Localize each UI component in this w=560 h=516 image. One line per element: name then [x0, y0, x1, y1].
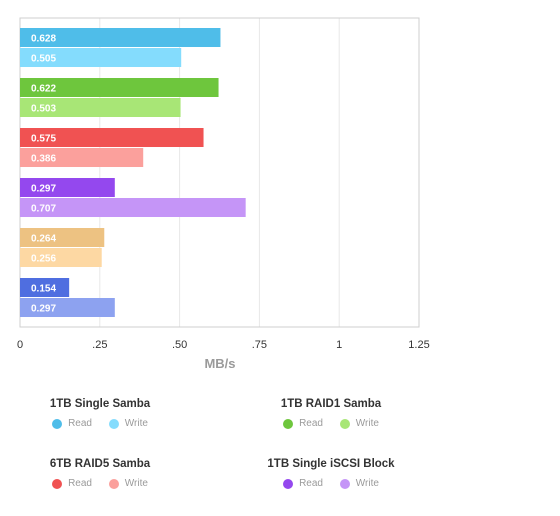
- legend-6tb-raid5-samba: 6TB RAID5 Samba Read Write: [0, 458, 200, 492]
- read-bar: [20, 228, 105, 247]
- write-color-dot: [108, 478, 119, 489]
- write-color-dot: [108, 418, 119, 429]
- x-tick-label: .50: [172, 339, 187, 351]
- read-bar: [20, 28, 221, 47]
- write-bar: [20, 48, 182, 67]
- legend-write-label: Write: [355, 478, 379, 489]
- legend-read-label: Read: [68, 418, 92, 429]
- write-value-label: 0.386: [31, 154, 56, 165]
- legend-write-item[interactable]: Write: [339, 478, 379, 489]
- x-tick-label: 1: [336, 339, 342, 351]
- legend-write-item[interactable]: Write: [108, 418, 148, 429]
- legend-write-label: Write: [124, 418, 148, 429]
- write-value-label: 0.707: [31, 204, 56, 215]
- legend-write-item[interactable]: Write: [108, 478, 148, 489]
- legend-read-item[interactable]: Read: [283, 418, 323, 429]
- read-value-label: 0.154: [31, 284, 56, 295]
- legend-read-item[interactable]: Read: [283, 478, 323, 489]
- legend-title: 1TB Single iSCSI Block: [267, 458, 395, 470]
- legend-write-label: Write: [355, 418, 379, 429]
- read-color-dot: [283, 418, 294, 429]
- write-bar: [20, 198, 246, 217]
- write-value-label: 0.503: [31, 104, 56, 115]
- plot-frame: [19, 17, 420, 328]
- bar-chart: 0.628 0.505 0.622 0.503 0.575 0.386 0.297 0.707…: [17, 17, 430, 371]
- legend-title: 6TB RAID5 Samba: [49, 458, 151, 470]
- read-value-label: 0.264: [31, 234, 56, 245]
- read-value-label: 0.628: [31, 34, 56, 45]
- legend-write-label: Write: [124, 478, 148, 489]
- write-value-label: 0.297: [31, 304, 56, 315]
- legend-1tb-raid1-samba: 1TB RAID1 Samba Read Write: [231, 398, 431, 432]
- read-bar: [20, 78, 219, 97]
- legend-title: 1TB Single Samba: [49, 398, 151, 410]
- read-bar: [20, 128, 204, 147]
- legend-1tb-single-samba: 1TB Single Samba Read Write: [0, 398, 200, 432]
- write-bar: [20, 248, 102, 267]
- x-tick-label: .25: [92, 339, 107, 351]
- x-tick-label: 1.25: [408, 339, 429, 351]
- write-bar: [20, 148, 144, 167]
- write-bar: [20, 298, 115, 317]
- write-color-dot: [339, 418, 350, 429]
- legend-1tb-single-iscsi-block: 1TB Single iSCSI Block Read Write: [231, 458, 431, 492]
- write-value-label: 0.505: [31, 54, 56, 65]
- legend-read-label: Read: [299, 478, 323, 489]
- legend-read-label: Read: [299, 418, 323, 429]
- legend-write-item[interactable]: Write: [339, 418, 379, 429]
- x-axis-label: MB/s: [204, 356, 235, 371]
- write-color-dot: [339, 478, 350, 489]
- read-bar: [20, 178, 115, 197]
- read-color-dot: [283, 478, 294, 489]
- x-tick-label: .75: [252, 339, 267, 351]
- legend-title: 1TB RAID1 Samba: [280, 398, 382, 410]
- write-value-label: 0.256: [31, 254, 56, 265]
- read-color-dot: [52, 478, 63, 489]
- read-color-dot: [52, 418, 63, 429]
- read-value-label: 0.575: [31, 134, 56, 145]
- x-tick-label: 0: [17, 339, 23, 351]
- read-value-label: 0.297: [31, 184, 56, 195]
- legend-read-label: Read: [68, 478, 92, 489]
- write-bar: [20, 98, 181, 117]
- legend-read-item[interactable]: Read: [52, 478, 92, 489]
- legend-read-item[interactable]: Read: [52, 418, 92, 429]
- read-bar: [20, 278, 70, 297]
- read-value-label: 0.622: [31, 84, 56, 95]
